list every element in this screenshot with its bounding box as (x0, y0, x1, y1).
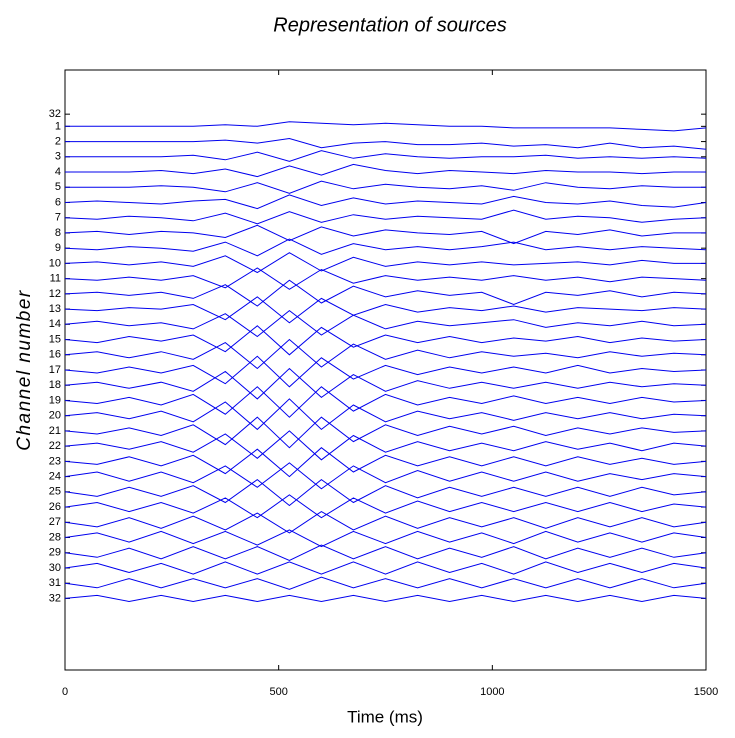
trace (64, 511, 707, 534)
y-tick-label: 29 (49, 547, 61, 559)
y-tick-label: 24 (49, 471, 61, 483)
trace (64, 494, 707, 519)
trace (65, 137, 707, 150)
y-tick-label: 19 (49, 394, 61, 406)
y-tick-label: 31 (49, 577, 61, 589)
y-tick-label: 27 (49, 516, 61, 528)
y-tick-label: 6 (55, 196, 61, 208)
trace (64, 367, 707, 400)
y-tick-label: 12 (49, 288, 61, 300)
x-tick-label: 500 (269, 686, 287, 698)
y-tick-label: 21 (49, 425, 61, 437)
x-tick-label: 1500 (694, 686, 718, 698)
y-tick-label: 4 (55, 166, 61, 178)
trace (64, 209, 707, 225)
trace (64, 355, 707, 388)
y-tick-label: 7 (55, 212, 61, 224)
y-tick-label: 10 (49, 257, 61, 269)
trace (64, 576, 707, 590)
y-tick-label: 18 (49, 379, 61, 391)
plot-frame (64, 69, 707, 671)
chart-title: Representation of sources (273, 14, 506, 36)
trace (65, 163, 706, 178)
y-tick-label: 20 (49, 410, 61, 422)
y-tick-label: 1 (55, 120, 61, 132)
trace (64, 224, 706, 245)
y-tick-label: 25 (49, 486, 61, 498)
y-tick-label: 28 (49, 531, 61, 543)
trace (64, 194, 707, 210)
trace (64, 386, 707, 418)
trace (64, 398, 707, 431)
y-tick-label: 30 (49, 562, 61, 574)
trace (64, 447, 707, 478)
trace (65, 150, 707, 162)
trace (64, 296, 707, 324)
trace (64, 561, 707, 575)
trace (65, 121, 707, 132)
y-tick-label: 32 (49, 592, 61, 604)
trace (64, 338, 707, 370)
trace (64, 462, 707, 490)
y-tick-label: 2 (55, 135, 61, 147)
trace (64, 594, 707, 603)
trace (64, 416, 707, 449)
x-axis-label: Time (ms) (347, 707, 423, 726)
y-tick-label: 9 (55, 242, 61, 254)
y-tick-label: 11 (50, 273, 61, 285)
y-tick-label: 23 (49, 455, 61, 467)
trace (64, 430, 707, 461)
y-tick-label: 32 (49, 108, 61, 120)
y-tick-label: 26 (49, 501, 61, 513)
trace (64, 252, 706, 274)
y-tick-label: 15 (49, 333, 61, 345)
trace (64, 267, 707, 290)
trace (64, 529, 707, 548)
y-tick-label: 5 (55, 181, 61, 193)
trace (64, 309, 707, 338)
y-tick-label: 14 (49, 318, 61, 330)
trace (64, 325, 707, 356)
y-tick-label: 17 (49, 364, 61, 376)
y-tick-label: 22 (49, 440, 61, 452)
trace (64, 238, 707, 257)
y-tick-label: 16 (49, 349, 61, 361)
x-tick-label: 1000 (480, 686, 504, 698)
trace (64, 279, 707, 307)
trace (65, 180, 706, 194)
trace (64, 544, 707, 561)
y-tick-label: 3 (55, 151, 61, 163)
y-tick-label: 8 (55, 227, 61, 239)
trace (64, 478, 707, 507)
y-tick-label: 13 (49, 303, 61, 315)
x-tick-label: 0 (62, 686, 68, 698)
y-axis-label: Channel number (14, 289, 35, 450)
